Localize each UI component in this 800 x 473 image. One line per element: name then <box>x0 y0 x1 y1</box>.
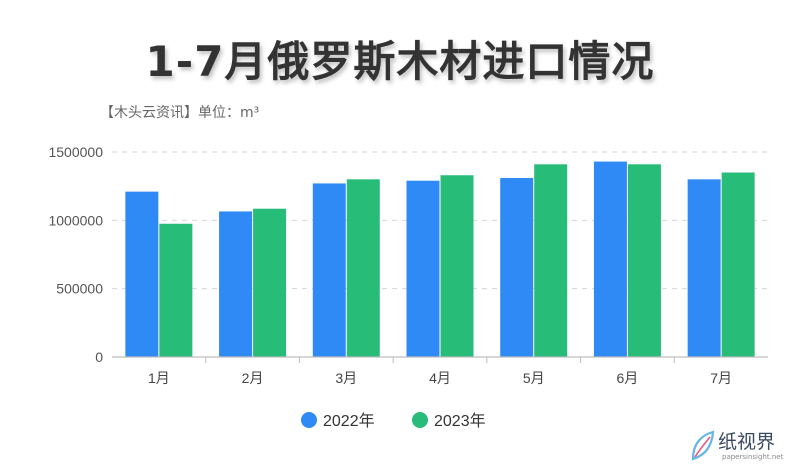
x-tick-label: 2月 <box>242 370 264 386</box>
bar-2023年-2月 <box>253 208 287 357</box>
bar-2023年-4月 <box>440 175 474 357</box>
watermark-url: papersinsight.net <box>722 453 784 461</box>
bar-2022年-5月 <box>500 177 534 357</box>
x-tick-label: 4月 <box>429 370 451 386</box>
bar-2023年-7月 <box>721 172 755 357</box>
legend-marker <box>412 412 428 428</box>
bar-2022年-7月 <box>687 179 721 357</box>
bar-2022年-4月 <box>406 180 440 357</box>
x-tick-labels: 1月 2月 3月 4月 5月 6月 7月 <box>148 370 732 386</box>
bar-2023年-6月 <box>627 164 661 357</box>
legend: 2022年 2023年 <box>301 412 486 430</box>
y-tick-label: 500000 <box>56 281 103 297</box>
bar-2023年-5月 <box>534 164 568 357</box>
bar-2023年-1月 <box>159 223 193 357</box>
grid-lines <box>112 151 768 290</box>
x-tick-label: 7月 <box>710 370 732 386</box>
bar-2022年-3月 <box>312 183 346 357</box>
x-axis <box>112 356 768 363</box>
x-tick-label: 1月 <box>148 370 170 386</box>
chart-subtitle: 【木头云资讯】单位：m³ <box>100 105 260 121</box>
y-tick-label: 1000000 <box>48 212 103 228</box>
y-tick-labels: 0 500000 1000000 1500000 <box>48 144 103 365</box>
x-tick-label: 5月 <box>523 370 545 386</box>
bar-2022年-1月 <box>125 191 159 357</box>
leaf-logo-icon <box>691 430 715 461</box>
y-tick-label: 1500000 <box>48 144 103 160</box>
y-tick-label: 0 <box>95 349 103 365</box>
legend-label: 2022年 <box>323 412 375 430</box>
x-tick-label: 6月 <box>617 370 639 386</box>
bar-2023年-3月 <box>346 179 380 357</box>
x-tick-label: 3月 <box>335 370 357 386</box>
bars <box>125 161 755 357</box>
watermark: 纸视界 papersinsight.net <box>690 427 790 467</box>
bar-2022年-6月 <box>593 161 627 357</box>
chart-title: 1-7月俄罗斯木材进口情况 <box>145 37 655 86</box>
legend-label: 2023年 <box>434 412 486 430</box>
watermark-name: 纸视界 <box>718 431 776 453</box>
bar-2022年-2月 <box>219 211 253 357</box>
legend-marker <box>301 412 317 428</box>
